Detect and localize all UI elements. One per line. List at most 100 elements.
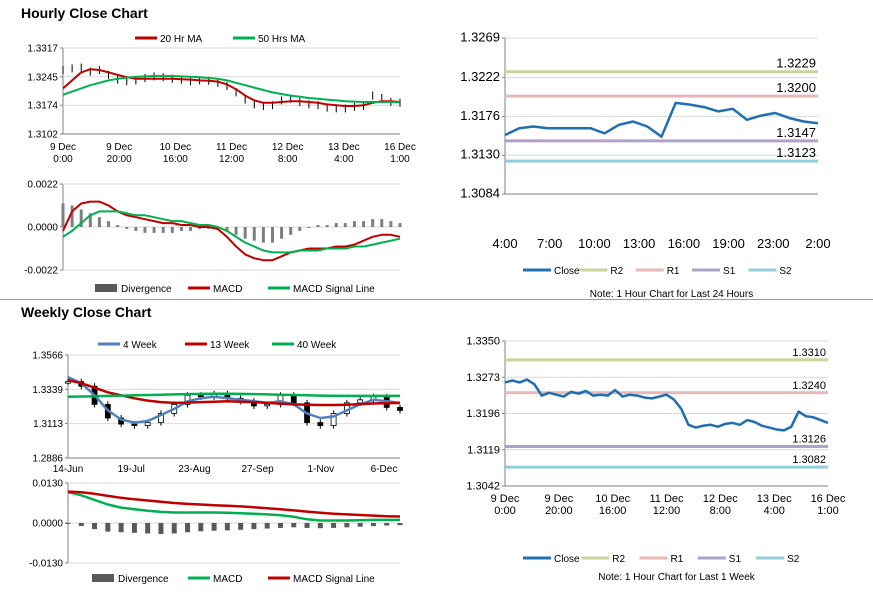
legend-weekly-divergence-label: Divergence [118, 574, 169, 585]
legend-weekly-macd-signal-label: MACD Signal Line [293, 574, 375, 585]
hourly-close-24h-x-tick-label: 13:00 [623, 236, 656, 251]
weekly-candle-body [317, 422, 324, 426]
hourly-price-x-tick-label: 8:00 [278, 154, 298, 165]
legend-hourly-macd-signal-label: MACD Signal Line [293, 284, 375, 295]
weekly-price-x-tick-label: 1-Nov [307, 464, 334, 475]
weekly-close-1w-r2-label: 1.3310 [792, 347, 826, 359]
hourly-close-24h-r2-label: 1.3229 [776, 56, 816, 71]
hourly-price-x-tick-label: 9 Dec [50, 142, 76, 153]
hourly-divergence-bar [261, 227, 265, 243]
hourly-macd-y-tick-label: 0.0022 [27, 180, 58, 191]
weekly-chart-title: Weekly Close Chart [21, 304, 152, 320]
weekly-close-1w-y-tick-label: 1.3350 [466, 336, 500, 348]
weekly-close-1w-legend-r2-label: R2 [612, 554, 625, 565]
weekly-close-1w-x-tick-label: 0:00 [494, 505, 515, 517]
hourly-price-x-tick-label: 12 Dec [272, 142, 304, 153]
weekly-candle-body [397, 407, 403, 411]
hourly-divergence-bar [307, 227, 311, 228]
weekly-price-x-tick-label: 19-Jul [118, 464, 145, 475]
hourly-divergence-bar [225, 227, 229, 231]
legend-13-week-label: 13 Week [210, 340, 250, 351]
weekly-candle-body [357, 399, 364, 404]
weekly-macd-line [67, 490, 400, 522]
hourly-close-24h-legend-r2-label: R2 [610, 266, 623, 277]
hourly-close-24h-x-tick-label: 19:00 [712, 236, 745, 251]
hourly-divergence-bar [161, 227, 165, 233]
weekly-close-1w-y-tick-label: 1.3196 [466, 408, 500, 420]
hourly-price-x-tick-label: 4:00 [334, 154, 354, 165]
weekly-divergence-bar [291, 523, 297, 528]
weekly-price-x-tick-label: 6-Dec [371, 464, 398, 475]
weekly-divergence-bar [357, 523, 363, 527]
weekly-close-1w-legend-s2-label: S2 [787, 554, 800, 565]
weekly-divergence-bar [317, 523, 323, 529]
weekly-macd-y-tick-label: 0.0130 [32, 479, 63, 490]
hourly-divergence-bar [270, 227, 274, 243]
weekly-price-y-tick-label: 1.3339 [32, 385, 63, 396]
weekly-divergence-bar [238, 523, 244, 530]
weekly-candle-body [158, 413, 164, 423]
hourly-price-x-tick-label: 20:00 [107, 154, 132, 165]
hourly-divergence-bar [79, 209, 83, 227]
hourly-close-24h-note: Note: 1 Hour Chart for Last 24 Hours [590, 289, 753, 300]
section-divider [0, 299, 873, 300]
weekly-macd-y-tick-label: 0.0000 [32, 519, 63, 530]
weekly-macd-y-tick-label: -0.0130 [29, 559, 63, 570]
hourly-divergence-bar [371, 219, 375, 227]
weekly-price-y-tick-label: 1.3566 [32, 351, 63, 362]
hourly-divergence-bar [152, 227, 156, 233]
weekly-close-1w-x-tick-label: 20:00 [545, 505, 573, 517]
hourly-price-x-tick-label: 10 Dec [159, 142, 191, 153]
hourly-close-24h-y-tick-label: 1.3269 [460, 30, 500, 45]
weekly-divergence-bar [158, 523, 164, 535]
weekly-divergence-bar [384, 523, 390, 526]
weekly-close-1w-x-tick-label: 8:00 [710, 505, 731, 517]
hourly-divergence-bar [343, 223, 347, 227]
hourly-divergence-bar [97, 217, 101, 227]
hourly-divergence-bar [389, 221, 393, 227]
weekly-divergence-bar [92, 523, 98, 530]
hourly-price-x-tick-label: 16:00 [163, 154, 188, 165]
hourly-divergence-bar [362, 221, 366, 227]
weekly-divergence-bar [145, 523, 151, 534]
weekly-close-1w-x-tick-label: 10 Dec [595, 493, 630, 505]
hourly-close-24h-legend-s2-label: S2 [779, 266, 792, 277]
hourly-divergence-bar [352, 221, 356, 227]
hourly-close-24h-close-line [504, 101, 819, 138]
weekly-close-1w-r1-label: 1.3240 [792, 380, 826, 392]
hourly-price-y-tick-label: 1.3245 [27, 72, 58, 83]
weekly-candle-body [197, 394, 204, 398]
hourly-divergence-bar [116, 225, 120, 227]
weekly-close-1w-x-tick-label: 11 Dec [649, 493, 684, 505]
hourly-chart-title: Hourly Close Chart [21, 5, 148, 21]
weekly-close-1w-x-tick-label: 12 Dec [703, 493, 738, 505]
hourly-divergence-bar [70, 205, 74, 227]
weekly-close-1w-y-tick-label: 1.3119 [467, 444, 500, 456]
weekly-macd-signal-line [67, 490, 401, 518]
hourly-20hr-ma-line [62, 68, 401, 107]
weekly-13-week-line [67, 378, 401, 407]
hourly-divergence-bar [380, 219, 384, 227]
weekly-close-1w-x-tick-label: 4:00 [763, 505, 784, 517]
hourly-close-24h-x-tick-label: 23:00 [757, 236, 790, 251]
hourly-divergence-bar [134, 227, 138, 231]
hourly-divergence-bar [398, 223, 402, 227]
weekly-candle-body [290, 394, 297, 404]
hourly-close-24h-s2-label: 1.3123 [776, 145, 816, 160]
weekly-divergence-bar [211, 523, 217, 531]
weekly-close-1w-legend-close-label: Close [554, 554, 580, 565]
hourly-close-24h-x-tick-label: 2:00 [805, 236, 830, 251]
weekly-divergence-bar [304, 523, 310, 528]
hourly-divergence-bar [234, 227, 238, 235]
weekly-divergence-bar [397, 523, 403, 526]
legend-20hr-ma-label: 20 Hr MA [160, 34, 203, 45]
legend-hourly-macd-label: MACD [213, 284, 242, 295]
legend-weekly-divergence-swatch [92, 574, 114, 582]
legend-weekly-macd-label: MACD [213, 574, 242, 585]
legend-hourly-divergence-label: Divergence [121, 284, 172, 295]
hourly-divergence-bar [298, 227, 302, 231]
hourly-close-24h-x-tick-label: 16:00 [668, 236, 701, 251]
weekly-close-1w-x-tick-label: 16 Dec [811, 493, 846, 505]
weekly-divergence-bar [277, 523, 283, 528]
hourly-price-y-tick-label: 1.3317 [27, 44, 58, 55]
